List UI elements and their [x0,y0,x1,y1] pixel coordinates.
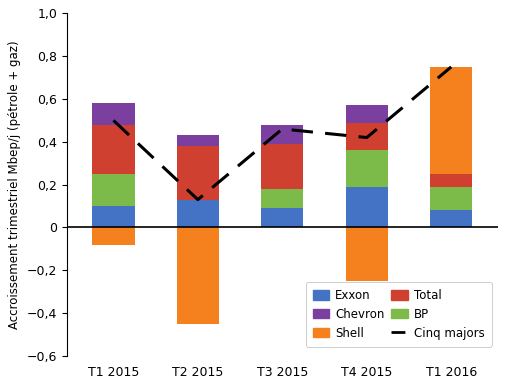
Bar [92,103,134,125]
Bar [176,228,219,324]
Bar [429,67,471,174]
Bar [92,206,134,228]
Bar [345,105,387,123]
Bar [176,146,219,200]
Bar [345,187,387,228]
Bar [261,125,303,144]
Bar [345,228,387,281]
Bar [429,211,471,228]
Bar [261,144,303,189]
Bar [92,228,134,245]
Bar [92,174,134,206]
Bar [429,187,471,211]
Bar [261,208,303,228]
Bar [261,189,303,208]
Legend: Exxon, Chevron, Shell, Total, BP, Cinq majors: Exxon, Chevron, Shell, Total, BP, Cinq m… [305,282,491,347]
Bar [92,125,134,174]
Y-axis label: Accroissement trimestriel Mbep/j (pétrole + gaz): Accroissement trimestriel Mbep/j (pétrol… [8,40,21,329]
Bar [176,135,219,146]
Bar [345,123,387,151]
Bar [345,151,387,187]
Bar [429,174,471,187]
Bar [176,200,219,228]
